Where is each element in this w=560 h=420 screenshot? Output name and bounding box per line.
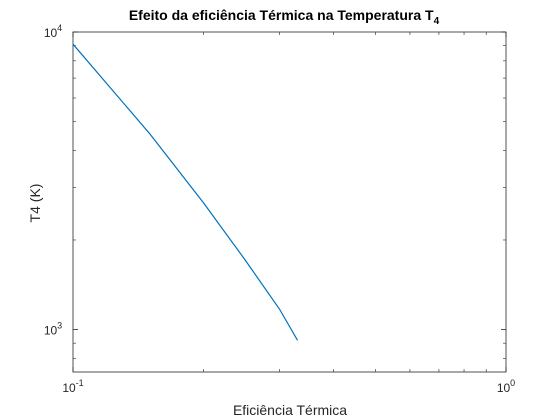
x-tick-label: 10-1 bbox=[62, 378, 83, 395]
plot-area bbox=[72, 31, 507, 373]
x-tick-label: 100 bbox=[497, 378, 515, 395]
ticks-layer: 10-1 100 103 104 bbox=[44, 23, 515, 395]
series-line bbox=[72, 43, 299, 341]
series-layer bbox=[72, 43, 299, 341]
chart-title-subscript: 4 bbox=[434, 16, 440, 27]
chart-title: Efeito da eficiência Térmica na Temperat… bbox=[129, 7, 440, 27]
y-axis-label: T4 (K) bbox=[27, 184, 43, 223]
x-axis-label: Eficiência Térmica bbox=[233, 402, 347, 418]
y-tick-label: 104 bbox=[44, 23, 62, 40]
y-tick-label: 103 bbox=[44, 321, 62, 338]
